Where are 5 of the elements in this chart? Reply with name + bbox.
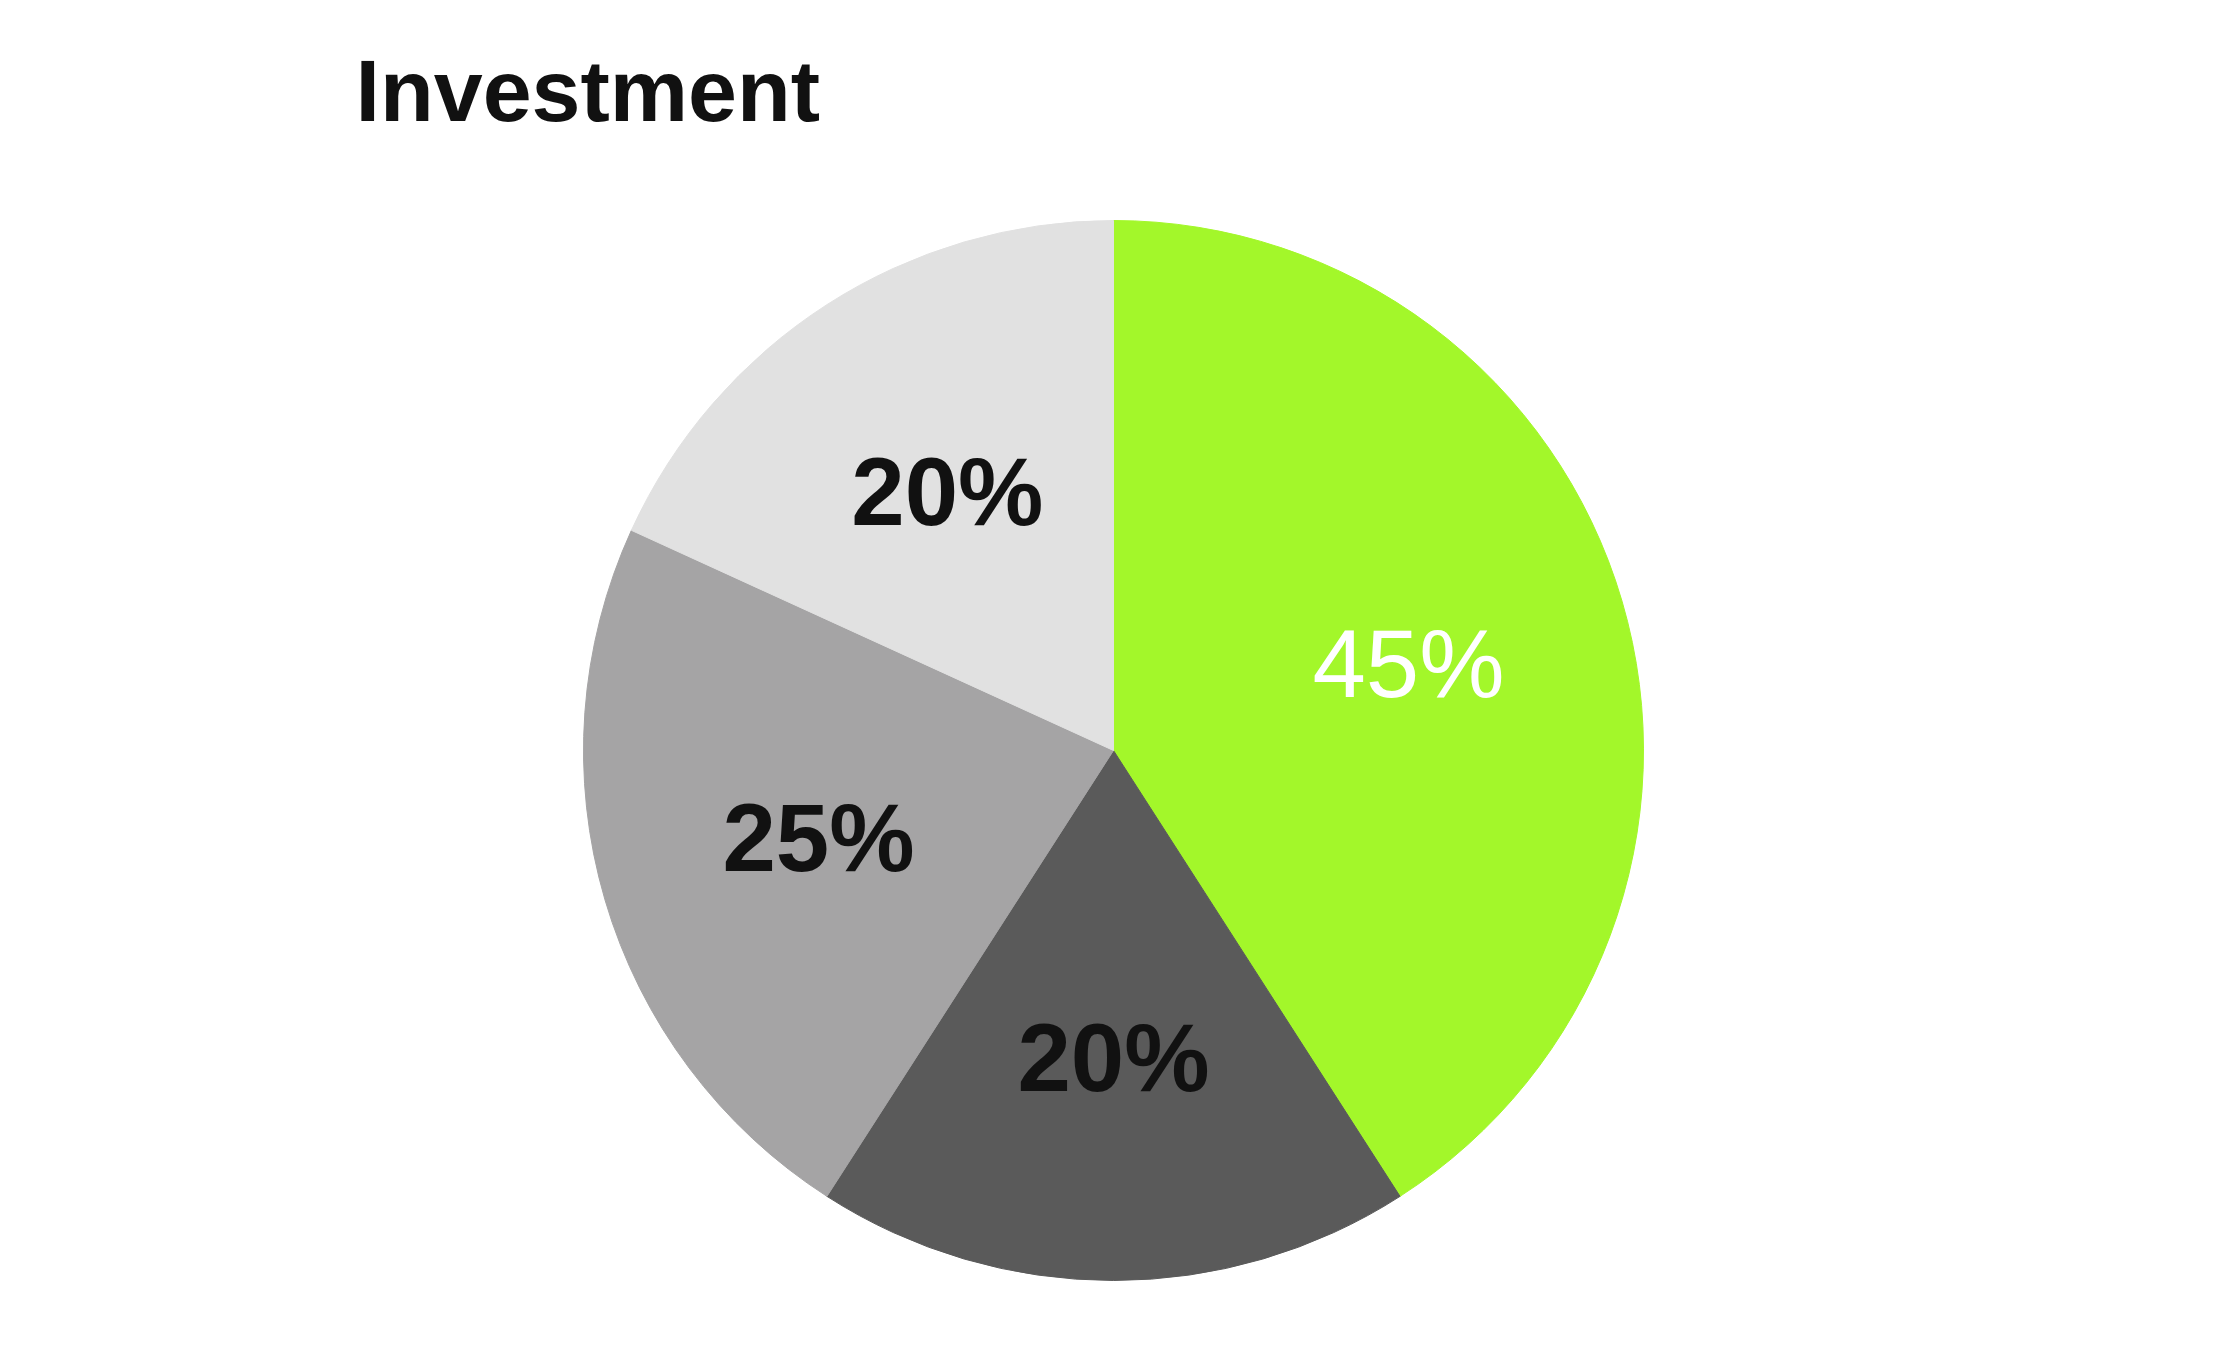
data-label: 45% <box>1312 610 1505 718</box>
data-label: 25% <box>722 783 915 891</box>
chart-title: Investment <box>355 41 821 140</box>
data-label: 20% <box>851 438 1044 546</box>
data-label: 20% <box>1017 1004 1210 1112</box>
